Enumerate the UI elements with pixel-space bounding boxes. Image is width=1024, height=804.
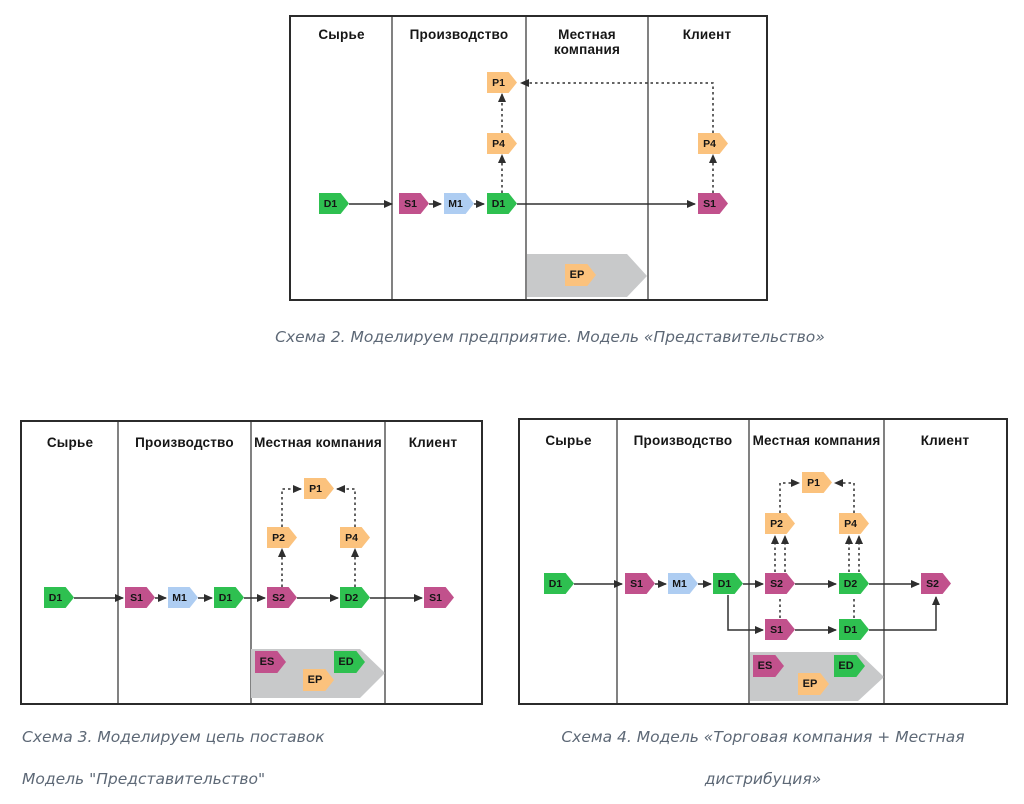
node-m1-prod: M1: [668, 573, 698, 594]
node-p4-prod: P4: [487, 133, 517, 154]
node-s2-client: S2: [921, 573, 951, 594]
node-s2-local: S2: [765, 573, 795, 594]
node-d1-prod: D1: [713, 573, 743, 594]
tag-ep: EP: [565, 264, 596, 286]
column-header-local-company: Местная компания: [553, 27, 621, 58]
tag-ed: ED: [334, 651, 365, 673]
node-p2: P2: [267, 527, 297, 548]
dashed-plan-arrows: [771, 479, 863, 572]
diagram-lines: [74, 422, 423, 703]
node-d2-local: D2: [839, 573, 869, 594]
node-s1-prod: S1: [625, 573, 655, 594]
tag-ep: EP: [798, 673, 829, 695]
column-header-local-company: Местная компания: [254, 435, 382, 450]
column-header-raw-materials: Сырье: [46, 435, 94, 450]
node-p1: P1: [802, 472, 832, 493]
solid-flow-arrows: [574, 580, 940, 634]
column-header-client: Клиент: [920, 433, 970, 448]
node-p2: P2: [765, 513, 795, 534]
node-d1-low: D1: [839, 619, 869, 640]
node-p4: P4: [839, 513, 869, 534]
node-d2-local: D2: [340, 587, 370, 608]
dashed-plan-arrows: [498, 79, 717, 193]
diagram-lines: [349, 17, 717, 299]
node-d1-raw: D1: [319, 193, 349, 214]
node-p1: P1: [304, 478, 334, 499]
node-p4: P4: [340, 527, 370, 548]
column-header-raw-materials: Сырье: [545, 433, 592, 448]
diagram-schema-3: Сырье Производство Местная компания Клие…: [20, 420, 483, 705]
node-s1-client: S1: [424, 587, 454, 608]
node-d1-prod: D1: [214, 587, 244, 608]
caption-schema-4-line2: дистрибуция»: [704, 770, 822, 788]
node-p4-client: P4: [698, 133, 728, 154]
column-header-local-company: Местная компания: [752, 433, 881, 448]
node-s1-prod: S1: [125, 587, 155, 608]
caption-schema-3-line1: Схема 3. Моделируем цепь поставок: [22, 728, 325, 746]
caption-schema-2: Схема 2. Моделируем предприятие. Модель …: [275, 328, 825, 346]
node-p1-prod: P1: [487, 72, 517, 93]
column-dividers: [616, 420, 885, 703]
tag-es: ES: [255, 651, 286, 673]
node-s1-prod: S1: [399, 193, 429, 214]
diagram-schema-2: Сырье Производство Местная компания Клие…: [289, 15, 768, 301]
column-dividers: [391, 17, 649, 299]
node-s2-local: S2: [267, 587, 297, 608]
tag-es: ES: [753, 655, 784, 677]
node-d1-raw: D1: [544, 573, 574, 594]
node-m1-prod: M1: [168, 587, 198, 608]
tag-ep: EP: [303, 669, 334, 691]
dashed-plan-connectors: [779, 596, 855, 618]
node-s1-low: S1: [765, 619, 795, 640]
caption-schema-3-line2: Модель "Представительство": [22, 770, 266, 788]
node-s1-client: S1: [698, 193, 728, 214]
column-header-production: Производство: [409, 27, 509, 42]
node-d1-prod: D1: [487, 193, 517, 214]
column-header-client: Клиент: [682, 27, 732, 42]
diagram-schema-4: Сырье Производство Местная компания Клие…: [518, 418, 1008, 705]
column-header-raw-materials: Сырье: [318, 27, 365, 42]
column-header-production: Производство: [135, 435, 234, 450]
dashed-plan-arrows: [278, 485, 359, 587]
tag-ed: ED: [834, 655, 865, 677]
caption-schema-4-line1: Схема 4. Модель «Торговая компания + Мес…: [561, 728, 965, 746]
node-d1-raw: D1: [44, 587, 74, 608]
column-header-production: Производство: [633, 433, 733, 448]
node-m1-prod: M1: [444, 193, 474, 214]
column-header-client: Клиент: [408, 435, 458, 450]
